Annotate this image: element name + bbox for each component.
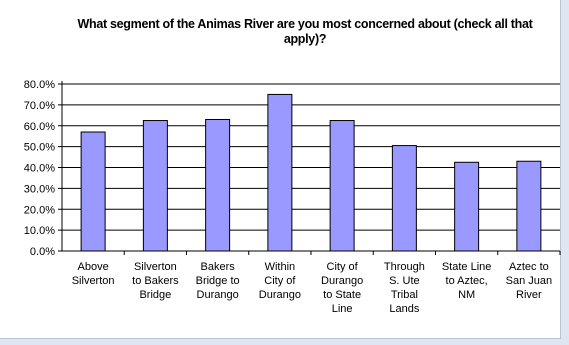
y-tick-label: 60.0% — [24, 121, 55, 133]
y-tick-label: 20.0% — [24, 204, 55, 216]
bar — [391, 145, 417, 252]
bar — [80, 131, 106, 252]
y-tick-label: 40.0% — [24, 163, 55, 175]
y-tick-label: 30.0% — [24, 183, 55, 195]
x-category-label: Through S. Ute Tribal Lands — [384, 261, 425, 315]
y-tick-label: 0.0% — [30, 246, 55, 258]
x-category-label: Aztec to San Juan River — [506, 261, 552, 301]
y-tick-label: 70.0% — [24, 100, 55, 112]
y-tick-label: 50.0% — [24, 142, 55, 154]
x-category-label: Silverton to Bakers Bridge — [132, 261, 179, 301]
y-tick-label: 80.0% — [24, 79, 55, 91]
bar — [454, 161, 480, 252]
bar — [142, 120, 168, 252]
x-category-label: Above Silverton — [72, 261, 115, 287]
x-category-label: State Line to Aztec, NM — [442, 261, 492, 301]
chart-title: What segment of the Animas River are you… — [77, 17, 533, 46]
x-category-label: Bakers Bridge to Durango — [196, 261, 240, 301]
y-tick-label: 10.0% — [24, 225, 55, 237]
bar — [516, 160, 542, 252]
bar — [267, 93, 293, 252]
bar-chart: 0.0% 10.0% 20.0% 30.0% 40.0% 50.0% 60.0% 70.0% 8… — [24, 79, 561, 315]
bar — [205, 118, 231, 252]
x-category-label: City of Durango to State Line — [321, 261, 363, 315]
x-category-label: Within City of Durango — [259, 261, 301, 301]
chart-frame: What segment of the Animas River are you… — [0, 0, 561, 339]
bar — [329, 120, 355, 252]
